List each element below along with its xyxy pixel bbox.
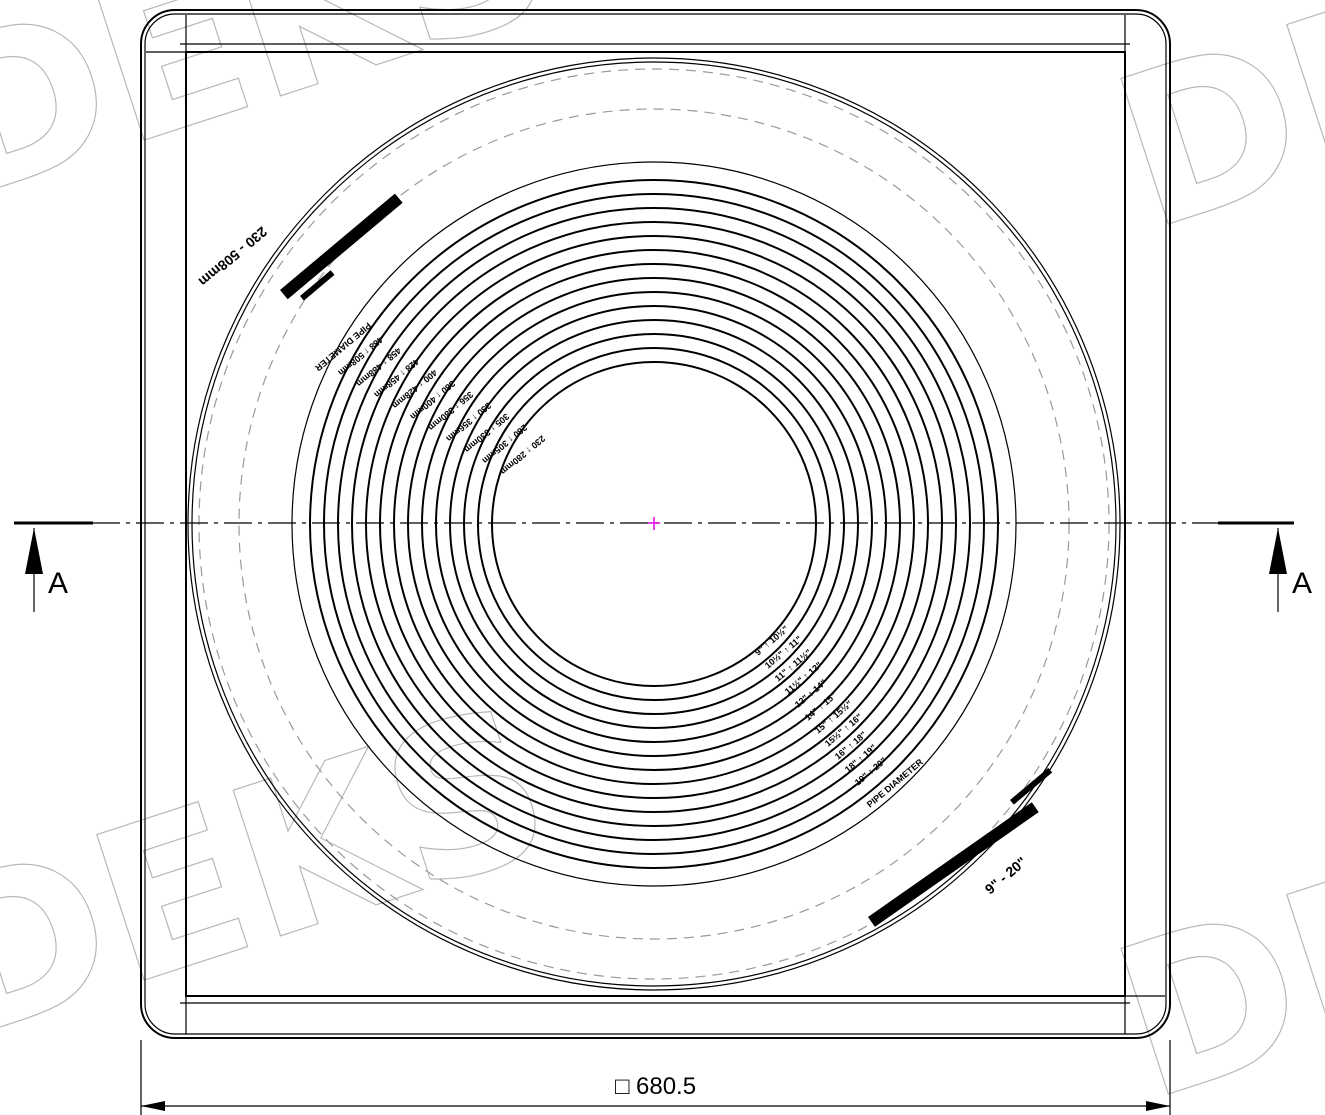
dimension-arrow-left (141, 1101, 165, 1111)
section-label-right: A (1292, 567, 1312, 600)
dimension-value: 680.5 (636, 1073, 696, 1100)
brand-logo-imperial (868, 767, 1053, 927)
cone-outer-ring-inner (191, 61, 1117, 987)
step-ring (323, 193, 985, 855)
step-ring (477, 347, 831, 701)
base-plate-outline (140, 9, 1171, 1039)
section-marker-left: A (14, 521, 93, 612)
imperial-range-label: 9" - 20" (982, 853, 1030, 897)
section-arrow-right (1269, 528, 1287, 574)
brand-logo-metric-mark-2 (300, 270, 335, 301)
metric-range-label: 230 - 508mm (196, 224, 271, 290)
dimension-symbol: □ (615, 1073, 630, 1100)
step-ring (449, 319, 859, 729)
section-marker-right: A (1218, 521, 1312, 612)
step-ring (337, 207, 971, 841)
step-ring (291, 161, 1017, 887)
step-rings (291, 161, 1017, 887)
brand-logo-imperial-mark (868, 802, 1039, 927)
step-ring (309, 179, 999, 869)
section-arrow-left (25, 528, 43, 574)
step-ring (491, 361, 817, 687)
brand-logo-metric (280, 193, 403, 301)
step-ring (435, 305, 873, 743)
brand-logo-metric-mark (280, 193, 403, 300)
step-ring (365, 235, 943, 813)
step-ring (421, 291, 887, 757)
step-ring (351, 221, 957, 827)
dimension-arrow-right (1146, 1101, 1170, 1111)
watermark-top-left: DEKS (0, 0, 576, 248)
cone-hidden-line-1 (198, 68, 1110, 980)
cone-outer-ring (187, 57, 1121, 991)
step-ring (379, 249, 929, 799)
cone-hidden-line-2 (238, 108, 1070, 940)
section-label-left: A (48, 567, 68, 600)
width-dimension: □ 680.5 (140, 1040, 1171, 1115)
brand-logo-imperial-mark-2 (1010, 767, 1053, 805)
step-ring (463, 333, 845, 715)
step-ring (407, 277, 901, 771)
step-ring (393, 263, 915, 785)
base-plate-inner-edge (144, 13, 1167, 1035)
watermark-bottom-left: DEKS (0, 659, 576, 1087)
